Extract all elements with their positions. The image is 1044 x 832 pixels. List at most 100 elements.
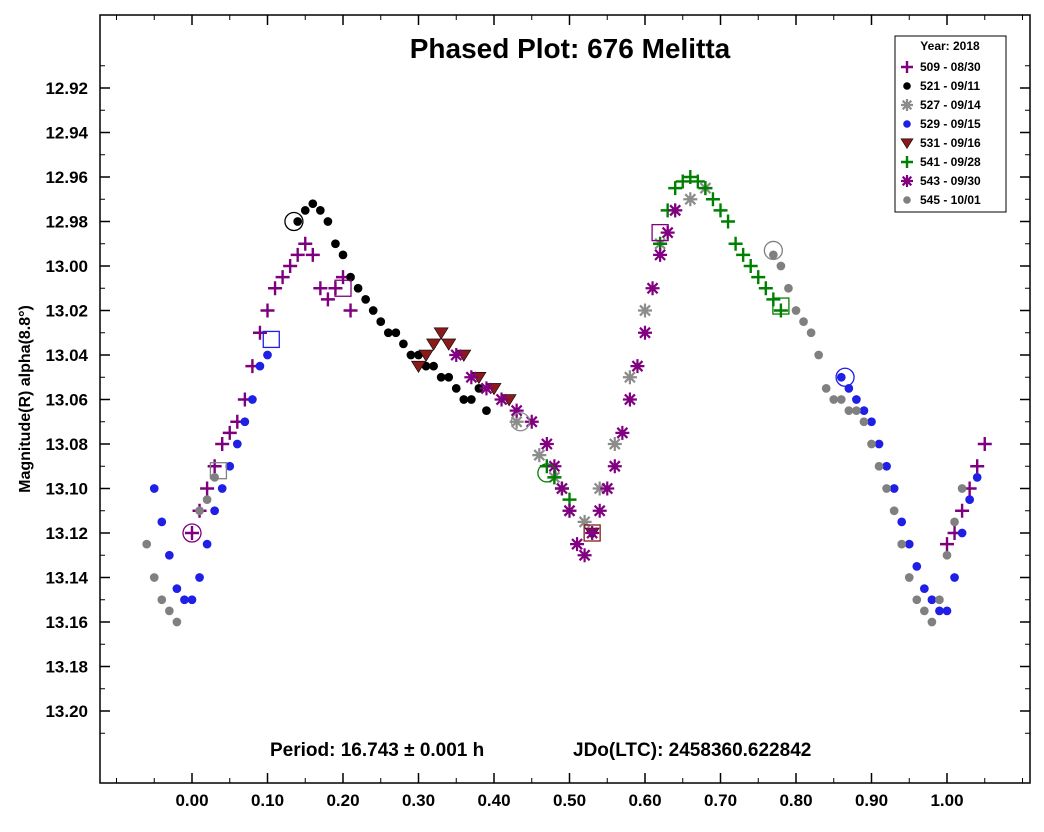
data-point <box>149 573 159 582</box>
data-point <box>554 481 569 496</box>
x-tick-label: 0.40 <box>477 791 510 810</box>
data-point <box>509 414 524 429</box>
legend-marker <box>901 156 913 168</box>
data-point <box>935 606 944 616</box>
data-point <box>142 539 152 549</box>
y-tick-label: 13.06 <box>45 391 88 410</box>
data-point <box>927 595 937 605</box>
highlighted-points <box>182 211 855 543</box>
y-tick-label: 13.12 <box>45 524 88 543</box>
data-point <box>275 270 290 285</box>
data-point <box>361 295 370 304</box>
data-point <box>449 348 464 362</box>
x-tick-label: 0.50 <box>553 791 586 810</box>
data-point <box>410 360 427 373</box>
data-point <box>713 203 728 218</box>
data-point <box>705 192 720 207</box>
data-point <box>806 328 816 338</box>
x-tick-label: 0.30 <box>402 791 435 810</box>
highlight-ring <box>510 412 531 432</box>
data-point <box>751 270 766 285</box>
data-point <box>165 550 174 560</box>
data-point <box>615 425 630 440</box>
data-point <box>248 395 257 404</box>
period-label: Period: 16.743 ± 0.001 h <box>270 740 484 761</box>
data-point <box>577 514 592 529</box>
data-point <box>836 395 846 404</box>
series-4 <box>410 327 600 540</box>
legend-label: 509 - 08/30 <box>920 60 981 74</box>
data-point <box>622 370 637 385</box>
data-point <box>210 506 219 516</box>
legend-marker <box>903 120 911 128</box>
data-point <box>977 437 992 451</box>
legend-label: 529 - 09/15 <box>920 117 981 131</box>
data-point <box>268 281 283 296</box>
data-point <box>904 539 914 549</box>
x-tick-label: 1.00 <box>930 791 963 810</box>
data-point <box>195 506 204 516</box>
data-point <box>263 350 272 360</box>
data-point <box>202 539 212 549</box>
data-points <box>142 170 992 627</box>
data-point <box>313 281 328 296</box>
data-point <box>935 595 944 605</box>
x-tick-label: 0.10 <box>251 791 284 810</box>
x-axis: 0.00 0.10 0.20 0.30 0.40 0.50 0.60 0.70 0.80 0.90… <box>116 15 1023 810</box>
data-point <box>338 250 348 260</box>
data-point <box>444 372 454 382</box>
y-tick-label: 13.10 <box>45 480 88 499</box>
legend: Year: 2018 509 - 08/30 521 - 09/11 527 - 0… <box>894 35 1007 213</box>
data-point <box>897 539 907 549</box>
x-tick-label: 0.20 <box>326 791 359 810</box>
legend-marker <box>901 99 913 111</box>
data-point <box>426 338 442 351</box>
data-point <box>957 528 967 538</box>
data-point <box>736 247 751 262</box>
highlight-ring <box>182 523 202 543</box>
data-point <box>467 395 476 404</box>
data-point <box>290 247 305 262</box>
data-point <box>683 192 698 207</box>
data-point <box>524 414 539 429</box>
data-point <box>950 517 959 527</box>
data-point <box>399 339 408 349</box>
legend-marker <box>903 196 911 204</box>
data-point <box>562 503 577 518</box>
legend-label: 521 - 09/11 <box>920 79 980 93</box>
highlight-square <box>334 279 352 297</box>
data-point <box>776 261 786 271</box>
data-point <box>622 392 637 407</box>
data-point <box>433 327 449 340</box>
data-point <box>874 461 884 471</box>
data-point <box>232 439 242 449</box>
data-point <box>172 584 182 593</box>
jdo-label: JDo(LTC): 2458360.622842 <box>573 740 811 761</box>
data-point <box>240 417 250 427</box>
data-point <box>383 328 393 338</box>
legend-label: 543 - 09/30 <box>920 174 981 188</box>
data-point <box>942 606 952 616</box>
y-axis-label: Magnitude(R) alpha(8.8°) <box>17 305 34 493</box>
data-point <box>607 437 622 451</box>
highlight-ring <box>835 367 855 387</box>
y-tick-label: 12.98 <box>45 213 88 232</box>
legend-marker <box>901 175 913 187</box>
data-point <box>539 437 554 451</box>
legend-label: 531 - 09/16 <box>920 136 981 150</box>
legend-label: 545 - 10/01 <box>920 193 981 207</box>
data-point <box>441 338 457 351</box>
legend-label: 527 - 09/14 <box>920 98 981 112</box>
data-point <box>743 259 758 273</box>
legend-label: 541 - 09/28 <box>920 155 981 169</box>
chart-title: Phased Plot: 676 Melitta <box>410 33 731 64</box>
data-point <box>570 537 585 552</box>
series-0 <box>185 236 992 552</box>
data-point <box>769 250 778 260</box>
data-point <box>202 495 212 504</box>
data-point <box>293 217 303 226</box>
data-point <box>920 584 929 593</box>
legend-marker <box>900 138 914 149</box>
data-point <box>942 550 952 560</box>
data-point <box>157 517 167 527</box>
